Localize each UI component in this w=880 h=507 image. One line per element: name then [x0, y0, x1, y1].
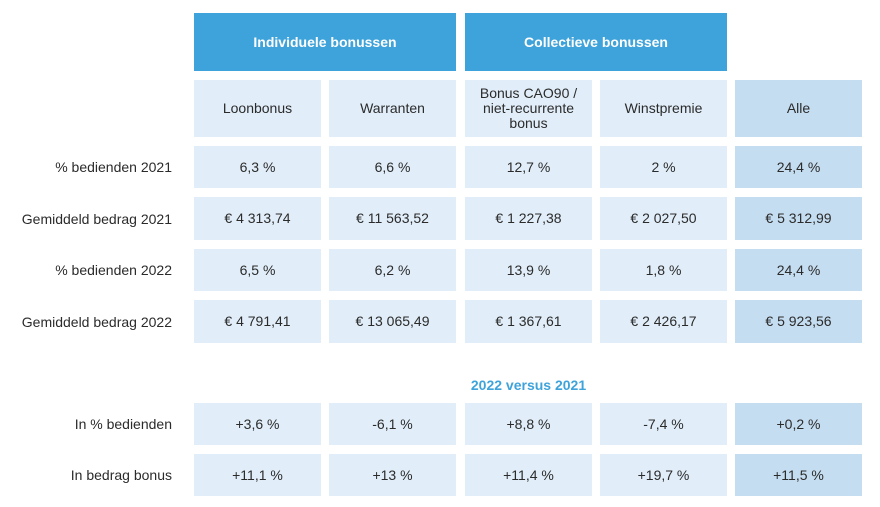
- table-cell: 6,2 %: [329, 249, 456, 291]
- table-cell: +8,8 %: [465, 403, 592, 445]
- table-cell: € 13 065,49: [329, 300, 456, 343]
- table-cell-alle: +11,5 %: [735, 454, 862, 496]
- column-header-alle: Alle: [735, 80, 862, 137]
- table-cell: € 4 313,74: [194, 197, 321, 240]
- row-label: Gemiddeld bedrag 2022: [21, 313, 172, 330]
- table-cell: 6,3 %: [194, 146, 321, 188]
- table-cell-alle: € 5 312,99: [735, 197, 862, 240]
- table-cell: € 2 426,17: [600, 300, 727, 343]
- row-label: In % bedienden: [74, 416, 172, 432]
- row-label: Gemiddeld bedrag 2021: [21, 210, 172, 227]
- table-cell: +19,7 %: [600, 454, 727, 496]
- column-header-loonbonus: Loonbonus: [194, 80, 321, 137]
- table-cell: 1,8 %: [600, 249, 727, 291]
- table-cell: 13,9 %: [465, 249, 592, 291]
- table-cell: 2 %: [600, 146, 727, 188]
- table-cell: +13 %: [329, 454, 456, 496]
- row-label: In bedrag bonus: [70, 467, 172, 483]
- group-header-individual: Individuele bonussen: [194, 13, 456, 71]
- table-cell: 6,5 %: [194, 249, 321, 291]
- table-cell: +3,6 %: [194, 403, 321, 445]
- table-cell-alle: 24,4 %: [735, 146, 862, 188]
- table-cell: € 1 227,38: [465, 197, 592, 240]
- table-cell-alle: € 5 923,56: [735, 300, 862, 343]
- table-cell: € 4 791,41: [194, 300, 321, 343]
- table-cell-alle: 24,4 %: [735, 249, 862, 291]
- table-cell: +11,4 %: [465, 454, 592, 496]
- table-cell: -6,1 %: [329, 403, 456, 445]
- comparison-title: 2022 versus 2021: [470, 377, 587, 393]
- row-label: % bedienden 2021: [55, 159, 172, 175]
- column-header-bonus-cao90: Bonus CAO90 / niet-recurrente bonus: [465, 80, 592, 137]
- table-cell-alle: +0,2 %: [735, 403, 862, 445]
- column-header-winstpremie: Winstpremie: [600, 80, 727, 137]
- table-cell: -7,4 %: [600, 403, 727, 445]
- column-header-warranten: Warranten: [329, 80, 456, 137]
- table-cell: € 1 367,61: [465, 300, 592, 343]
- table-cell: +11,1 %: [194, 454, 321, 496]
- row-label: % bedienden 2022: [55, 262, 172, 278]
- table-cell: € 11 563,52: [329, 197, 456, 240]
- group-header-collective: Collectieve bonussen: [465, 13, 727, 71]
- table-cell: 12,7 %: [465, 146, 592, 188]
- table-cell: € 2 027,50: [600, 197, 727, 240]
- table-cell: 6,6 %: [329, 146, 456, 188]
